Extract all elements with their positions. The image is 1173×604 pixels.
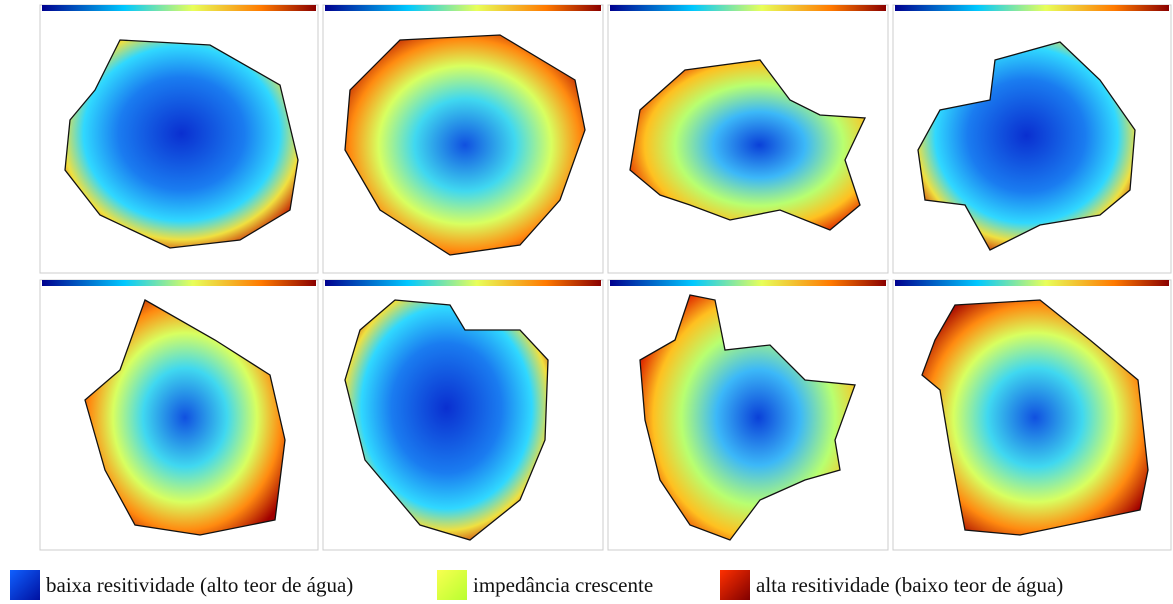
legend-swatch: [720, 570, 750, 600]
legend-label: baixa resitividade (alto teor de água): [46, 573, 353, 598]
legend-swatch: [437, 570, 467, 600]
legend-item: baixa resitividade (alto teor de água): [10, 568, 353, 602]
legend-label: impedância crescente: [473, 573, 653, 598]
page: baixa resitividade (alto teor de água) i…: [0, 0, 1173, 604]
legend-item: alta resitividade (baixo teor de água): [720, 568, 1063, 602]
legend-item: impedância crescente: [437, 568, 653, 602]
figure: [0, 0, 1173, 560]
legend-swatch: [10, 570, 40, 600]
legend-label: alta resitividade (baixo teor de água): [756, 573, 1063, 598]
